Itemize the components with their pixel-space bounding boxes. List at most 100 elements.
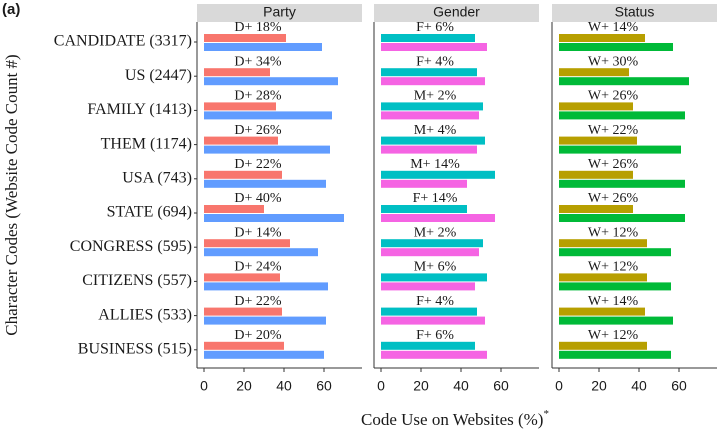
bar-annotation: D+ 18% [234,20,282,35]
bar [204,341,284,350]
x-tick-label: 0 [377,378,385,394]
x-axis-title-sup: * [543,408,549,420]
bar [204,43,322,51]
bar [559,273,647,282]
bar [204,34,286,42]
bar-annotation: D+ 22% [234,157,282,172]
y-tick-label: CANDIDATE (3317) [54,33,192,50]
bar [204,77,338,86]
y-tick-label: CONGRESS (595) [70,238,192,255]
x-tick-label: 40 [631,378,647,394]
bar [381,248,479,257]
x-tick-label: 60 [493,378,509,394]
bar-annotation: M+ 4% [414,123,457,138]
bar [381,68,477,77]
bar-annotation: D+ 22% [234,294,282,309]
bar-annotation: M+ 2% [414,225,457,240]
bar [381,34,475,42]
bar [204,205,264,213]
bar [559,205,633,213]
bar [204,145,330,154]
bar [381,111,479,120]
bar-annotation: F+ 6% [416,20,454,35]
bar [559,102,633,111]
bar [559,43,673,51]
bar [559,239,647,248]
y-tick-label: CITIZENS (557) [82,272,192,289]
bar [559,307,645,316]
bar [559,316,673,325]
panel-label: (a) [2,1,20,18]
x-tick-label: 0 [200,378,208,394]
x-axis-title: Code Use on Websites (%)* [361,408,549,429]
facet-strip [197,4,362,22]
bar [204,136,278,145]
bar-annotation: W+ 14% [588,294,639,309]
bar [381,43,487,51]
bar [381,341,475,350]
bar [204,282,328,291]
y-axis-title: Character Codes (Website Code Count #) [2,54,21,335]
bar [559,77,689,86]
bar [204,68,270,77]
bar [204,273,280,282]
x-tick-label: 60 [316,378,332,394]
bar [559,282,671,291]
bar [559,214,685,222]
bar [559,68,629,77]
bar [381,214,495,222]
bar [559,34,645,42]
bar [204,350,324,359]
y-tick-label: STATE (694) [107,204,192,221]
bar [381,282,475,291]
bar [559,248,671,257]
facet-strip [374,4,539,22]
bar [381,179,467,188]
bar [559,145,681,154]
bar-annotation: W+ 26% [588,157,639,172]
bar-annotation: W+ 26% [588,89,639,104]
bar-annotation: D+ 20% [234,328,282,343]
bar-annotation: D+ 28% [234,89,282,104]
bar-annotation: F+ 4% [416,54,454,69]
bar-annotation: M+ 14% [410,157,460,172]
bar [204,239,290,248]
bar [559,136,637,145]
bar-annotation: W+ 12% [588,225,639,240]
bar-annotation: W+ 12% [588,260,639,275]
bar-annotation: W+ 14% [588,20,639,35]
x-axis-title-main: Code Use on Websites (%) [361,410,543,429]
bar [559,341,647,350]
x-tick-label: 0 [555,378,563,394]
x-tick-label: 40 [453,378,469,394]
facet-strip [552,4,717,22]
bar [381,350,487,359]
x-tick-label: 20 [236,378,252,394]
bar [381,307,477,316]
bar [381,239,483,248]
y-tick-label: FAMILY (1413) [87,101,192,118]
bar-annotation: M+ 2% [414,89,457,104]
bar [204,248,318,257]
bar [204,214,344,222]
y-tick-label: THEM (1174) [101,135,192,152]
bar [559,179,685,188]
facet-title: Status [615,4,655,20]
bar-annotation: D+ 34% [234,54,282,69]
bar [559,111,685,120]
y-tick-label: USA (743) [122,169,192,186]
bar [381,77,485,86]
bar-annotation: W+ 22% [588,123,639,138]
bar-annotation: D+ 40% [234,191,282,206]
x-tick-label: 20 [591,378,607,394]
bar-annotation: W+ 26% [588,191,639,206]
bar [381,145,477,154]
bar [204,179,326,188]
bar-annotation: W+ 12% [588,328,639,343]
bar [559,170,633,179]
bar [204,316,326,325]
y-tick-label: BUSINESS (515) [78,340,192,357]
bar-annotation: D+ 14% [234,225,282,240]
facet-title: Party [263,4,296,20]
